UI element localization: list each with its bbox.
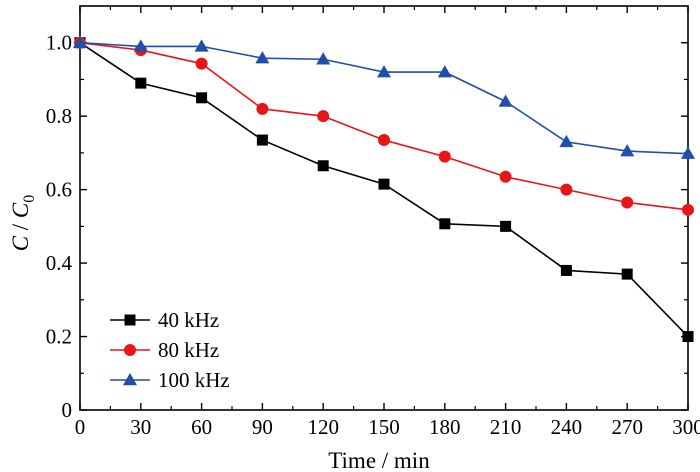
legend-label: 80 kHz [158,338,219,362]
x-tick-label: 60 [191,415,212,439]
legend: 40 kHz 80 kHz 100 kHz [110,308,230,392]
legend-label: 100 kHz [158,368,230,392]
data-point [621,196,634,209]
legend-label: 40 kHz [158,308,219,332]
data-point [256,102,269,115]
x-tick-label: 270 [611,415,643,439]
x-tick-label: 30 [130,415,151,439]
data-point [317,110,330,123]
series-0 [74,37,694,343]
data-point [255,51,270,64]
y-tick-label: 0.4 [46,251,73,275]
x-tick-label: 150 [368,415,400,439]
data-point [437,65,452,78]
y-tick-label: 0.6 [46,178,72,202]
data-point [560,183,573,196]
y-tick-label: 0.2 [46,325,72,349]
series-layer [73,35,695,343]
data-point [559,134,574,148]
data-point [439,218,451,230]
x-tick-label: 120 [307,415,339,439]
y-axis-ticks: 0 0.2 0.4 0.6 0.8 1.0 [46,5,688,422]
y-axis-label-main: C [8,235,33,251]
y-axis-label-subscript: 0 [21,195,38,203]
data-point [438,150,451,163]
x-tick-label: 240 [551,415,583,439]
data-point [682,203,694,216]
y-axis-label: C / C0 [8,195,38,252]
y-tick-label: 0.8 [46,104,72,128]
legend-marker [123,373,137,386]
x-tick-label: 180 [429,415,461,439]
legend-marker [124,314,136,326]
data-point [133,39,148,52]
x-axis-label: Time / min [328,448,430,472]
data-point [500,220,512,232]
series-line [79,42,689,338]
data-point [196,92,208,104]
data-point [560,264,572,276]
data-point [377,65,391,78]
data-point [194,39,209,52]
y-tick-label: 0 [62,398,73,422]
data-point [621,268,633,280]
data-point [620,144,635,157]
x-tick-label: 210 [490,415,522,439]
data-point [378,178,390,190]
series-2 [73,35,695,159]
x-tick-label: 0 [75,415,86,439]
data-point [317,160,329,172]
data-point [681,146,695,159]
data-point [135,77,147,89]
legend-marker [124,344,136,356]
x-tick-label: 90 [252,415,273,439]
x-axis-ticks: 0 30 60 90 120 150 180 210 240 270 300 [75,6,700,439]
data-point [682,331,694,343]
data-point [499,170,512,183]
y-axis-label-sub-base: C [8,202,33,218]
data-point [195,57,208,70]
y-axis-label-sep: / [8,218,33,236]
data-point [73,35,87,48]
y-tick-label: 1.0 [46,31,72,55]
data-point [256,134,268,146]
x-tick-label: 300 [672,415,700,439]
data-point [316,52,331,65]
data-point [498,94,513,107]
data-point [378,134,390,147]
